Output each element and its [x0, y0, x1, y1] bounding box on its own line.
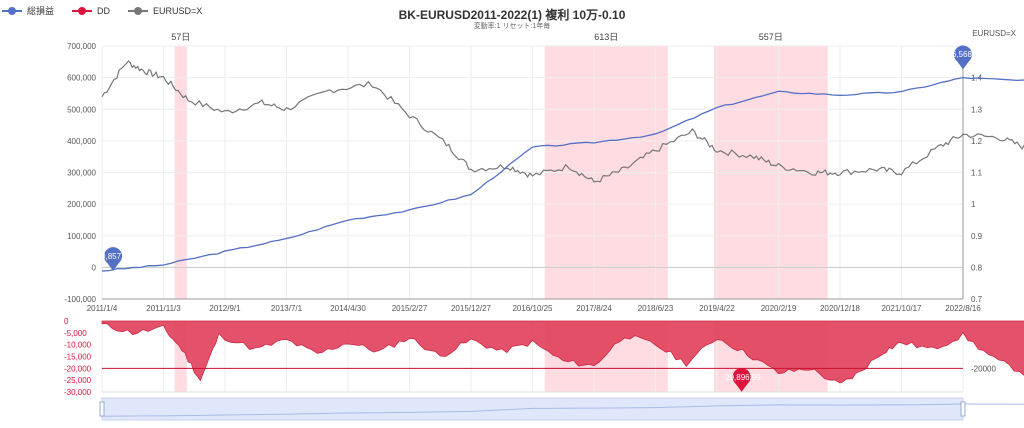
series-line-total-pl	[101, 76, 1024, 272]
dd-y-tick-label: 0	[64, 317, 69, 326]
x-tick-label: 2012/9/1	[209, 304, 241, 313]
dd-y-tick-label: -15,000	[64, 353, 92, 362]
legend-swatch-icon	[2, 6, 22, 16]
marker-pin-icon	[954, 45, 972, 70]
y-tick-label: 400,000	[67, 137, 96, 146]
x-tick-label: 2015/12/27	[451, 304, 492, 313]
dd-period-label: 57日	[171, 32, 190, 42]
dd-y-tick-label: -20,000	[64, 364, 92, 373]
y-tick-label: 200,000	[67, 200, 96, 209]
marker-label: -10,857.08	[94, 252, 133, 261]
x-tick-label: 2022/8/16	[945, 304, 981, 313]
y-tick-label: -100,000	[64, 295, 96, 304]
dd-y-tick-label: -25,000	[64, 376, 92, 385]
x-tick-label: 2015/2/27	[392, 304, 428, 313]
x-tick-label: 2020/12/18	[820, 304, 861, 313]
legend-item-1[interactable]: DD	[72, 4, 110, 17]
dd-y-tick-label: -30,000	[64, 388, 92, 397]
legend-item-2[interactable]: EURUSD=X	[128, 4, 202, 17]
marker-label: -29,896.99	[722, 373, 761, 382]
x-tick-label: 2016/10/25	[512, 304, 553, 313]
y2-tick-label: 1	[971, 200, 976, 209]
y2-tick-label: 1.3	[971, 105, 983, 114]
chart-title: BK-EURUSD2011-2022(1) 複利 10万-0.10	[398, 8, 626, 22]
y2-tick-label: 0.7	[971, 295, 983, 304]
legend-swatch-icon	[128, 6, 149, 16]
y2-tick-label: 1.2	[971, 137, 983, 146]
chart-subtitle: 変動率:1 リセット:1年毎	[473, 23, 551, 30]
zoom-slider-preview	[101, 403, 1024, 417]
zoom-handle-left[interactable]	[99, 401, 105, 417]
series-area-dd	[101, 320, 1024, 384]
dd-period-label: 613日	[594, 32, 618, 42]
zoom-slider-track	[101, 397, 964, 421]
y-tick-label: 300,000	[67, 169, 96, 178]
legend-label: DD	[97, 5, 111, 16]
x-tick-label: 2013/7/1	[271, 304, 303, 313]
x-tick-label: 2018/6/23	[638, 304, 674, 313]
x-tick-label: 2011/11/3	[146, 304, 181, 313]
y2-axis-name: EURUSD=X	[972, 29, 1016, 38]
y-tick-label: 100,000	[67, 232, 96, 241]
y-tick-label: 0	[92, 263, 97, 272]
series-line-eurusd	[101, 60, 1024, 183]
marker-label: 626,568.01	[943, 50, 984, 59]
dd-y-tick-label: -10,000	[64, 341, 92, 350]
marker-pin-icon	[732, 368, 751, 392]
dd-period-label: 557日	[759, 32, 783, 42]
y-tick-label: 700,000	[67, 42, 96, 51]
legend-label: EURUSD=X	[153, 5, 203, 16]
y2-tick-label: 1.1	[971, 169, 983, 178]
dd-reference-label: -20000	[971, 364, 996, 373]
marker-pin-icon	[104, 247, 123, 271]
legend-label: 総損益	[27, 6, 55, 16]
y-tick-label: 500,000	[67, 105, 96, 114]
x-tick-label: 2017/8/24	[576, 304, 612, 313]
x-tick-label: 2020/2/19	[761, 304, 797, 313]
x-tick-label: 2019/4/22	[699, 304, 735, 313]
legend-item-0[interactable]: 総損益	[2, 4, 54, 17]
x-tick-label: 2021/10/17	[881, 304, 922, 313]
x-tick-label: 2011/1/4	[87, 304, 118, 313]
x-tick-label: 2014/4/30	[330, 304, 366, 313]
zoom-handle-right[interactable]	[960, 401, 966, 417]
dd-y-tick-label: -5,000	[64, 329, 87, 338]
y2-tick-label: 0.9	[971, 232, 983, 241]
chart-legend: 総損益 DD EURUSD=X	[2, 4, 202, 17]
legend-swatch-icon	[72, 6, 93, 16]
y2-tick-label: 0.8	[971, 263, 983, 272]
y-tick-label: 600,000	[67, 74, 96, 83]
